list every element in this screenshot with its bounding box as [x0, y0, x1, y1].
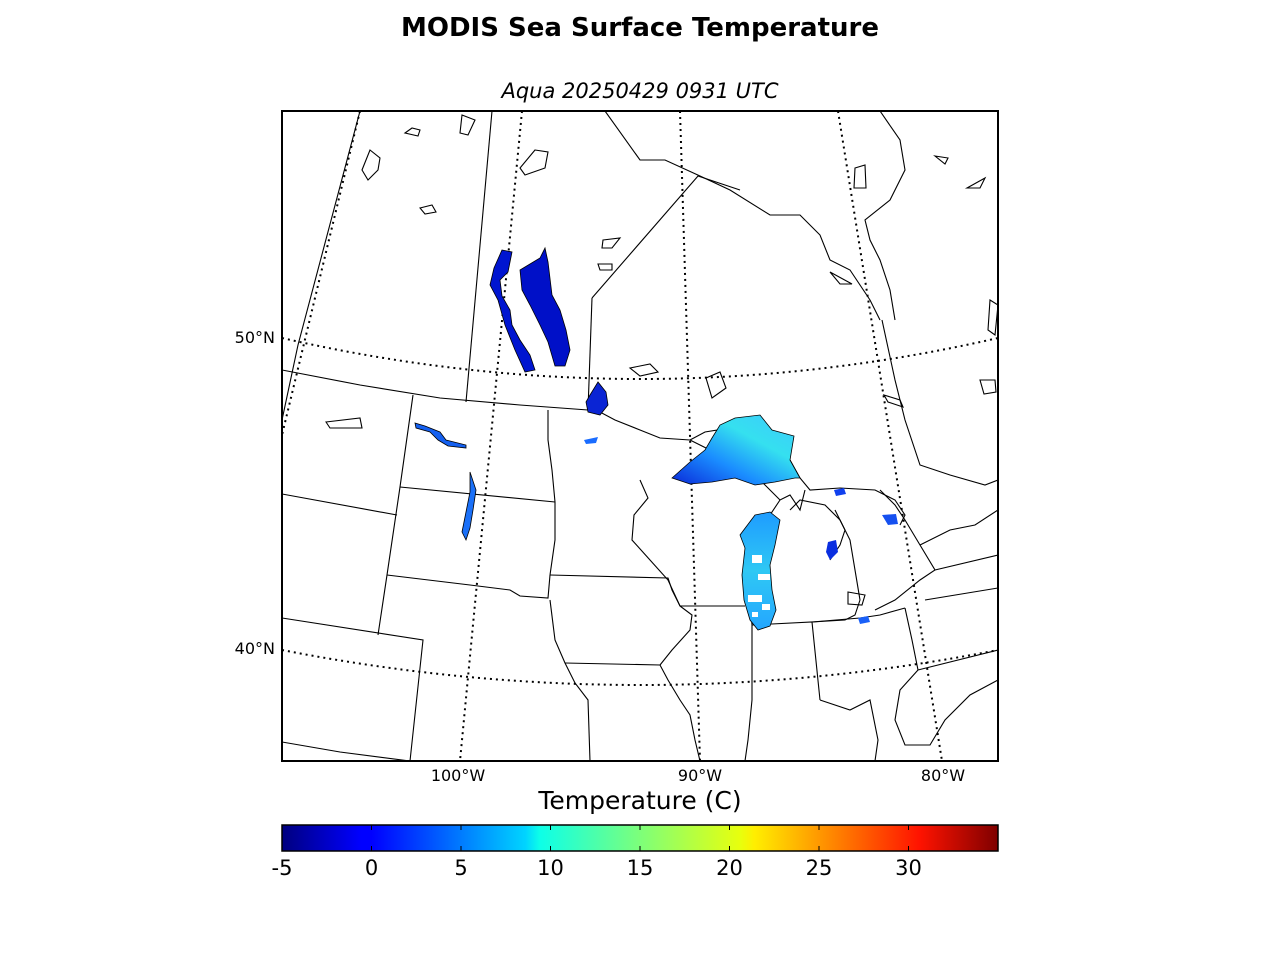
map-frame: [281, 110, 999, 762]
gridline-lon-110: [282, 111, 361, 436]
gridline-lon-100: [459, 111, 523, 761]
lat-label-50: 50°N: [234, 328, 275, 347]
sst-data: [414, 246, 898, 631]
lake-sakakawea-sst: [414, 422, 467, 449]
gridline-lat-50: [282, 337, 998, 380]
lake-of-the-woods-sst: [585, 381, 609, 416]
colorbar-tick-label: 30: [895, 856, 922, 880]
figure-title: MODIS Sea Surface Temperature: [401, 13, 879, 43]
lon-label-90w: 90°W: [677, 766, 723, 785]
graticule: [282, 111, 998, 761]
red-lake-sst: [584, 437, 598, 444]
lon-label-80w: 80°W: [920, 766, 966, 785]
colorbar-tick-label: 0: [364, 856, 379, 880]
lake-huron-north-sst: [882, 514, 898, 525]
lake-huron-partial-sst: [834, 488, 846, 496]
lat-label-40: 40°N: [234, 639, 275, 658]
colorbar-tick-label: 25: [805, 856, 833, 880]
colorbar-tick-label: 10: [537, 856, 564, 880]
map-subtitle: Aqua 20250429 0931 UTC: [501, 79, 779, 103]
lake-erie-fragment-sst: [858, 616, 870, 624]
lake-superior-sst: [671, 414, 801, 486]
colorbar-title: Temperature (C): [538, 786, 742, 815]
colorbar-tick-label: 20: [716, 856, 743, 880]
lake-winnipegosis-sst: [489, 249, 536, 373]
colorbar-frame: [281, 824, 999, 852]
colorbar-tick-marks: [371, 825, 909, 851]
colorbar: [281, 824, 999, 852]
green-bay-sst: [826, 540, 838, 560]
lake-winnipeg-sst: [519, 246, 571, 367]
colorbar-tick-label: 5: [454, 856, 468, 880]
gridline-lon-80: [837, 111, 943, 761]
gridline-lon-90: [679, 111, 701, 761]
colorbar-tick-label: 15: [626, 856, 654, 880]
map-layers: [282, 111, 998, 761]
lake-michigan-cloud-gaps: [748, 555, 770, 617]
lon-label-100w: 100°W: [430, 766, 486, 785]
lake-oahe-sst: [461, 471, 477, 542]
colorbar-tick-label: -5: [271, 856, 293, 880]
map-background: [282, 111, 998, 761]
gridline-lat-40: [282, 649, 998, 686]
